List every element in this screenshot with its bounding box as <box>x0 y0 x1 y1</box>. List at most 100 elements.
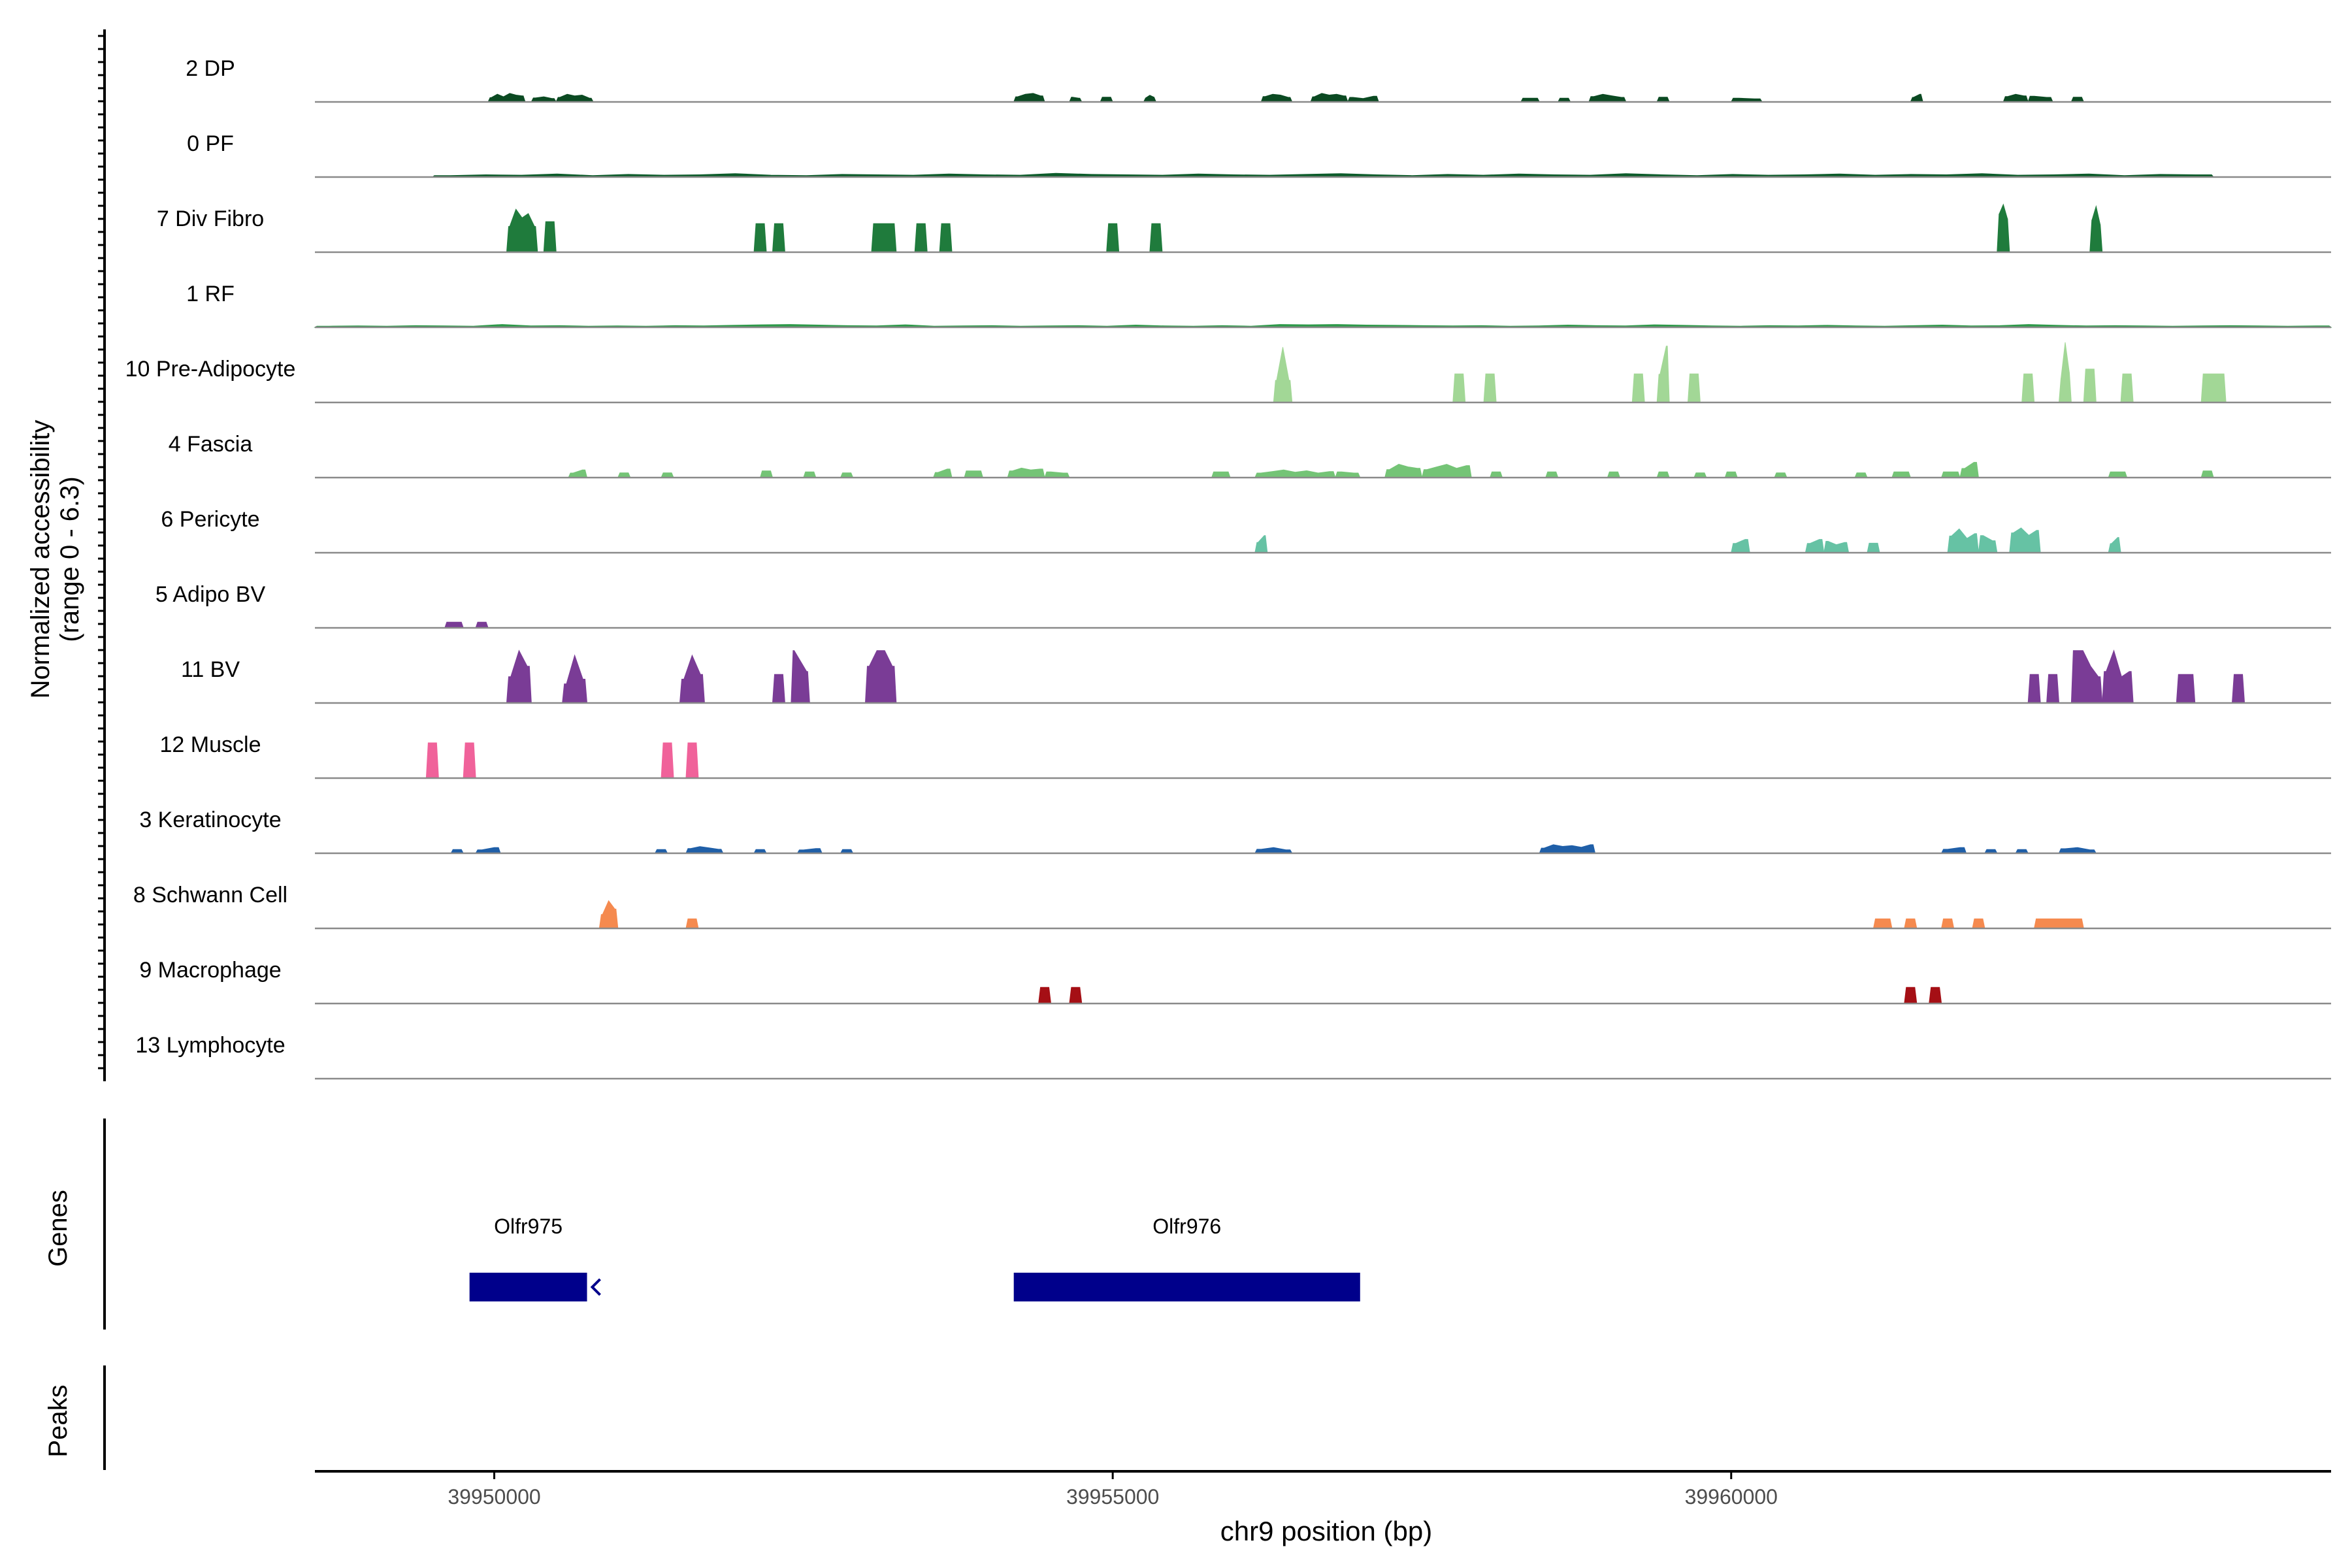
coverage-peak <box>506 208 538 253</box>
track-2-dp: 2 DP <box>186 56 2331 103</box>
coverage-peak <box>2108 471 2128 478</box>
coverage-peak <box>1724 471 1738 478</box>
track-label: 9 Macrophage <box>139 958 281 983</box>
coverage-peak <box>475 847 501 854</box>
coverage-peak <box>1940 847 1967 854</box>
track-9-macrophage: 9 Macrophage <box>139 958 2331 1005</box>
coverage-peak <box>1656 346 1670 403</box>
track-4-fascia: 4 Fascia <box>169 432 2331 479</box>
coverage-peak <box>1254 469 1336 478</box>
coverage-peak <box>1310 93 1348 103</box>
coverage-peak <box>2070 650 2103 704</box>
coverage-peak <box>1347 95 1379 103</box>
coverage-peak <box>2033 918 2084 929</box>
coverage-peak <box>1273 347 1293 403</box>
coverage-peak <box>1823 541 1850 553</box>
coverage-peak <box>1972 918 1985 929</box>
coverage-peak <box>1149 223 1163 253</box>
coverage-peak <box>2027 674 2041 704</box>
coverage-peak <box>1959 462 1979 478</box>
coverage-peak <box>1904 918 1918 929</box>
coverage-peak <box>487 93 526 103</box>
coverage-peak <box>2102 649 2134 704</box>
track-3-keratinocyte: 3 Keratinocyte <box>139 808 2331 855</box>
coverage-peak <box>1335 471 1361 478</box>
coverage-peak <box>568 469 588 478</box>
coverage-peak <box>1452 373 1466 403</box>
coverage-peak <box>1940 471 1961 478</box>
coverage-peak <box>1947 528 1979 553</box>
coverage-peak <box>1687 373 1701 403</box>
x-tick-label: 39950000 <box>448 1485 540 1509</box>
track-label: 8 Schwann Cell <box>133 883 287 907</box>
track-label: 5 Adipo BV <box>155 582 266 607</box>
coverage-peak <box>2176 674 2196 704</box>
track-7-div-fibro: 7 Div Fibro <box>157 203 2331 253</box>
coverage-peak <box>772 223 785 253</box>
coverage-peak <box>2200 470 2214 478</box>
coverage-peak <box>2021 373 2035 403</box>
coverage-peak <box>1588 93 1627 103</box>
track-label: 7 Div Fibro <box>157 206 264 231</box>
coverage-peak <box>1106 223 1120 253</box>
coverage-peak <box>1384 464 1423 478</box>
coverage-peak <box>753 223 767 253</box>
coverage-peak <box>431 172 2215 178</box>
coverage-peak <box>1545 471 1559 478</box>
coverage-peak <box>791 650 810 704</box>
coverage-peak <box>964 470 984 478</box>
coverage-peak <box>1891 471 1911 478</box>
coverage-peak <box>914 223 928 253</box>
coverage-peak <box>2120 373 2134 403</box>
coverage-peak <box>2089 204 2103 253</box>
coverage-peak <box>864 650 897 704</box>
coverage-peak <box>444 621 464 629</box>
coverage-peak <box>1254 535 1268 553</box>
coverage-peak <box>1254 847 1293 854</box>
coverage-peak <box>1904 987 1918 1004</box>
coverage-peak <box>685 742 699 779</box>
coverage-peak <box>803 471 817 478</box>
coverage-peak <box>1978 535 1998 553</box>
gene-body <box>1013 1273 1360 1301</box>
coverage-peak <box>1489 471 1503 478</box>
coverage-peak <box>543 221 557 253</box>
coverage-peak <box>1483 373 1497 403</box>
x-tick-label: 39960000 <box>1685 1485 1778 1509</box>
coverage-peak <box>1143 95 1157 103</box>
coverage-peak <box>1656 471 1670 478</box>
coverage-peak <box>871 223 897 253</box>
track-label: 13 Lymphocyte <box>135 1033 285 1058</box>
coverage-peak <box>1607 471 1621 478</box>
coverage-peak <box>2231 674 2246 704</box>
x-axis-label: chr9 position (bp) <box>1220 1516 1433 1546</box>
coverage-peak <box>939 223 953 253</box>
coverage-peak <box>1539 844 1596 854</box>
coverage-peak <box>1421 464 1472 478</box>
coverage-peak <box>2002 93 2029 103</box>
coverage-peak <box>772 674 785 704</box>
coverage-peak <box>506 649 532 704</box>
coverage-peak <box>1260 93 1293 103</box>
coverage-peak <box>2200 373 2227 403</box>
coverage-peak <box>1069 987 1083 1004</box>
x-axis: 39950000 39955000 39960000 <box>315 1470 2331 1509</box>
track-12-muscle: 12 Muscle <box>160 732 2331 779</box>
coverage-peak <box>2083 368 2097 403</box>
coverage-peak <box>2009 527 2041 553</box>
coverage-peak <box>759 470 774 478</box>
coverage-peak <box>425 742 439 779</box>
coverage-peak <box>2058 342 2072 403</box>
coverage-peak <box>2027 95 2053 103</box>
coverage-tracks: 2 DP 0 PF 7 Div Fibro 1 RF 10 Pre-Adipocyte 4… <box>98 29 2332 1081</box>
coverage-peak <box>685 846 724 854</box>
coverage-peak <box>475 621 489 629</box>
coverage-peak <box>1997 203 2010 253</box>
coverage-peak <box>1038 987 1052 1004</box>
y-axis-label-line2: (range 0 - 6.3) <box>56 476 84 642</box>
coverage-peak <box>1211 471 1231 478</box>
coverage-peak <box>1940 918 1955 929</box>
coverage-peak <box>679 654 705 704</box>
coverage-peak <box>685 918 699 929</box>
